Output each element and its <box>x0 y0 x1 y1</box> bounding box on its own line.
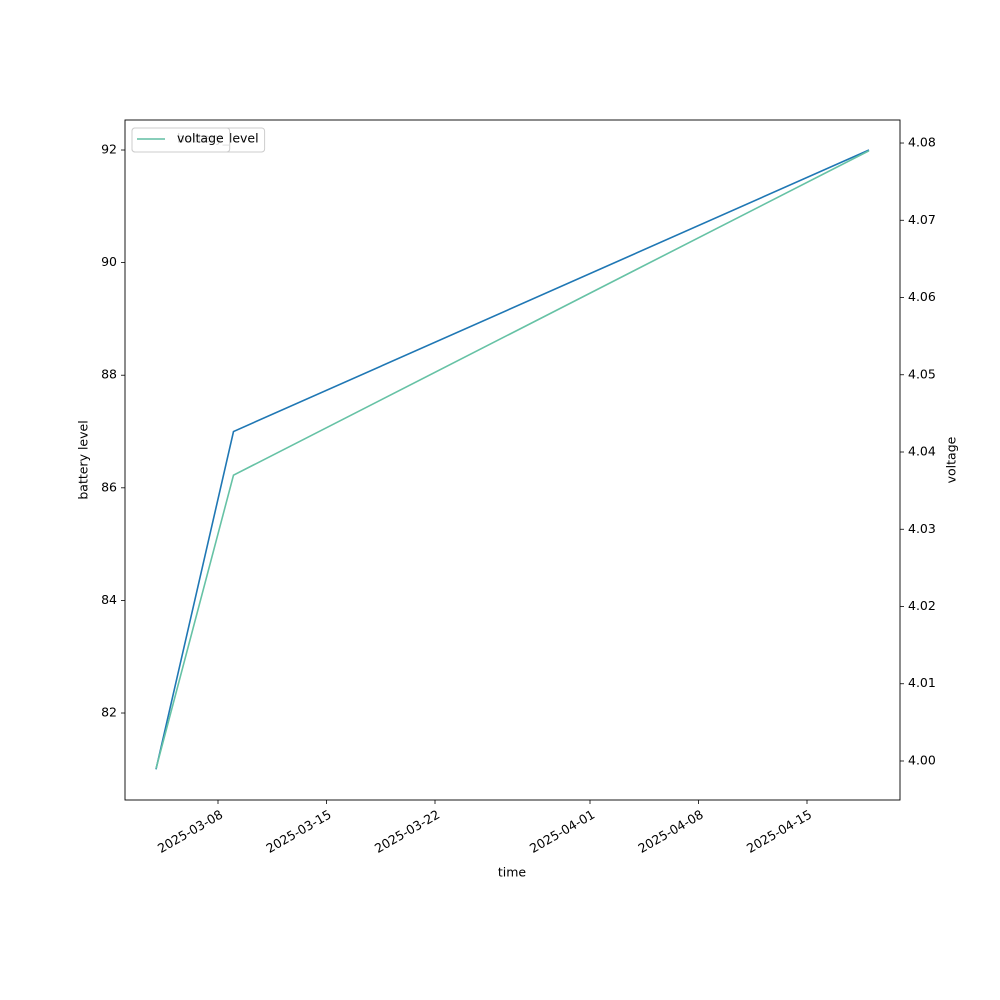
plot-frame <box>124 119 901 801</box>
legend: voltage <box>131 127 231 153</box>
y-tick-label: 92 <box>101 142 117 157</box>
y2-tick-label: 4.01 <box>908 675 936 690</box>
x-tick-label: 2025-04-08 <box>635 807 705 856</box>
line <box>155 149 870 770</box>
x-tick-label: 2025-04-15 <box>744 807 814 856</box>
y2-tick-label: 4.00 <box>908 752 936 767</box>
y2-tick-label: 4.04 <box>908 444 936 459</box>
x-tick-label: 2025-03-15 <box>263 807 333 856</box>
y2-tick-label: 4.05 <box>908 366 936 381</box>
y2-tick-label: 4.08 <box>908 135 936 150</box>
y-tick-label: 86 <box>101 479 117 494</box>
x-tick-label: 2025-03-22 <box>372 807 442 856</box>
legend-box <box>131 127 231 153</box>
x-tick-label: 2025-04-01 <box>527 807 597 856</box>
y-tick-label: 82 <box>101 705 117 720</box>
y2-tick-label: 4.03 <box>908 521 936 536</box>
y-axis-label: battery level <box>76 420 91 499</box>
x-axis-label: time <box>498 865 527 880</box>
y-tick-label: 90 <box>101 254 117 269</box>
y2-axis-label: voltage <box>944 436 959 483</box>
y2-tick-label: 4.07 <box>908 212 936 227</box>
y-tick-label: 84 <box>101 592 117 607</box>
legend-label: voltage <box>177 131 224 146</box>
line <box>155 150 870 769</box>
y2-tick-label: 4.06 <box>908 289 936 304</box>
x-tick-label: 2025-03-08 <box>155 807 225 856</box>
y-tick-label: 88 <box>101 367 117 382</box>
y2-tick-label: 4.02 <box>908 598 936 613</box>
